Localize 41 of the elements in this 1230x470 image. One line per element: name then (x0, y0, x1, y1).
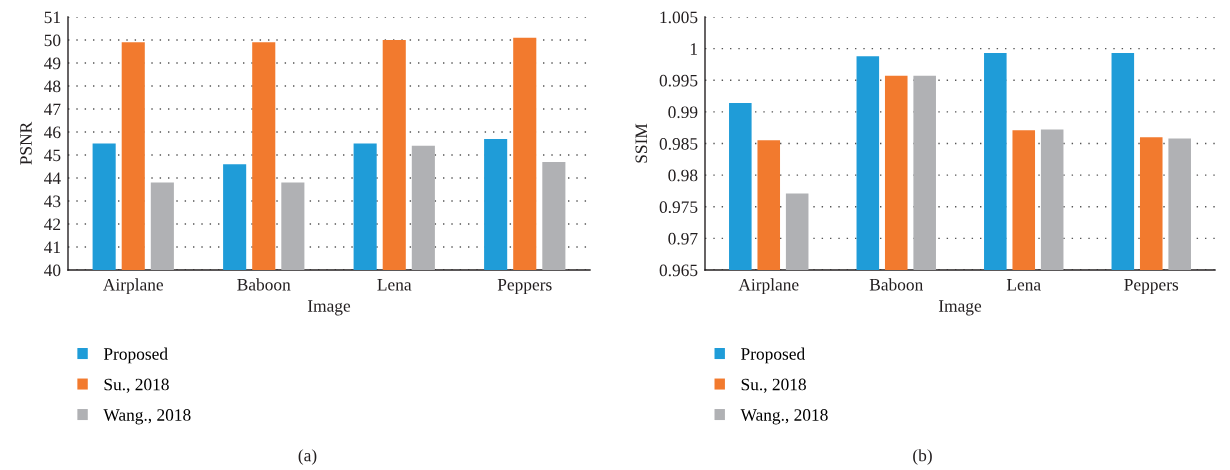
x-tick-label: Lena (377, 279, 412, 291)
y-tick-label: 0.995 (659, 74, 698, 87)
y-tick-label: 0.99 (668, 106, 698, 119)
y-tick-label: 47 (44, 103, 61, 116)
x-tick-label: Airplane (103, 278, 164, 295)
x-tick-label: Lena (1006, 279, 1041, 291)
y-tick-label: 45 (44, 149, 61, 162)
y-tick-label: 48 (44, 80, 61, 93)
y-tick-label: 44 (44, 172, 61, 185)
text: (a) (298, 449, 317, 465)
legend-label: Wang., 2018 (103, 409, 191, 425)
x-tick-label: Airplane (738, 278, 799, 295)
x-axis-title: Image (938, 300, 982, 316)
legend-label: Wang., 2018 (740, 409, 828, 425)
y-tick-label: 49 (44, 57, 61, 70)
x-tick-label: Peppers (497, 279, 552, 295)
y-tick-label: 0.975 (659, 201, 698, 214)
y-tick-label: 46 (44, 126, 61, 139)
y-tick-label: 0.98 (668, 169, 698, 182)
x-tick-label: Baboon (237, 278, 291, 291)
y-tick-label: 0.965 (659, 264, 698, 277)
y-tick-label: 50 (44, 34, 61, 47)
x-tick-label: Baboon (869, 278, 923, 291)
legend-label: Proposed (741, 347, 805, 364)
y-tick-label: 0.97 (668, 232, 698, 245)
x-axis-title: Image (307, 300, 351, 316)
y-tick-label: 42 (44, 218, 61, 231)
y-tick-label: 1.005 (660, 11, 698, 24)
y-tick-label: 1 (690, 43, 698, 55)
y-tick-label: 0.985 (659, 137, 698, 150)
y-tick-label: 40 (44, 264, 61, 277)
y-tick-label: 43 (44, 195, 61, 208)
y-tick-label: 41 (44, 241, 61, 254)
legend-label: Proposed (103, 347, 168, 364)
text: (b) (913, 449, 932, 465)
y-axis-title: SSIM (635, 123, 648, 163)
x-tick-label: Peppers (1124, 279, 1179, 295)
legend-label: Su., 2018 (741, 378, 806, 393)
legend-label: Su., 2018 (104, 378, 169, 393)
y-axis-title: PSNR (20, 121, 32, 165)
y-tick-label: 51 (44, 11, 61, 24)
